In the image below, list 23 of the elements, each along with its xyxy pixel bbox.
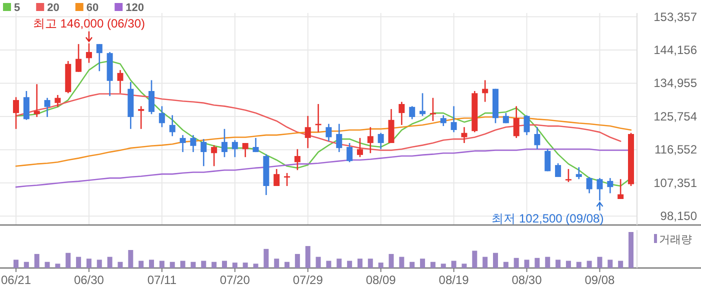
x-tick-label: 08/30 [512,273,542,287]
y-tick-label: 107,351 [654,176,698,190]
legend-label: 120 [126,2,144,14]
y-tick-label: 144,156 [654,42,698,57]
x-tick-label: 07/11 [147,273,177,287]
legend-label: 60 [86,2,99,14]
y-tick-label: 134,955 [654,76,698,90]
x-tick-label: 06/30 [74,273,104,287]
y-tick-label: 98,150 [660,209,698,224]
x-tick-label: 08/09 [366,273,396,287]
annotation: 최고 146,000 (06/30) [32,16,146,30]
legend-label: 5 [14,2,20,14]
y-tick-label: 153,357 [654,10,698,24]
x-tick-label: 08/19 [438,273,470,287]
x-tick-label: 06/21 [0,273,32,287]
legend-label: 20 [47,2,60,14]
legend-label: 거래량 [659,234,692,246]
x-tick-label: 07/20 [220,273,250,287]
x-tick-label: 09/08 [584,273,616,287]
annotation: 최저 102,500 (09/08) [492,211,604,226]
x-tick-label: 07/29 [292,273,324,287]
y-tick-label: 116,552 [654,142,698,157]
y-tick-label: 125,754 [654,109,698,124]
